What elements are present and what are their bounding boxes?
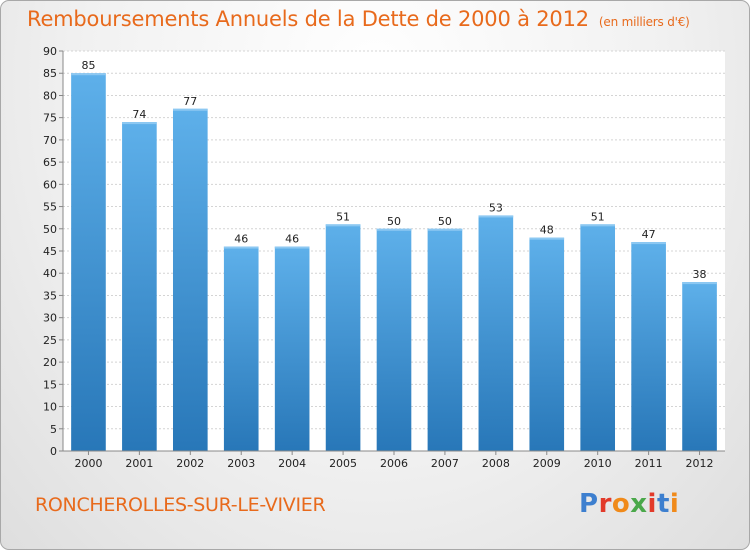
x-tick-label-2011: 2011 <box>635 457 663 470</box>
y-tick-label: 35 <box>43 289 57 302</box>
bar-2012 <box>682 282 717 451</box>
y-tick-label: 40 <box>43 267 57 280</box>
logo-letter: i <box>669 489 680 519</box>
value-label-2011: 47 <box>642 228 656 241</box>
bar-2000 <box>71 73 106 451</box>
y-tick-label: 75 <box>43 112 57 125</box>
bar-2005 <box>325 224 361 451</box>
x-tick-label-2005: 2005 <box>329 457 357 470</box>
y-tick-label: 60 <box>43 178 57 191</box>
value-labels: 85 74 77 46 46 51 50 50 53 48 51 47 38 <box>81 59 706 281</box>
bar-highlight <box>122 122 157 125</box>
value-label-2007: 50 <box>438 215 452 228</box>
x-tick-label-2001: 2001 <box>125 457 153 470</box>
logo-letter: r <box>598 489 612 519</box>
y-axis-ticks: 0 5 10 15 20 25 30 35 40 45 50 55 60 65 70 75 80 85 90 <box>43 45 63 458</box>
y-tick-label: 90 <box>43 45 57 58</box>
x-tick-label-2003: 2003 <box>227 457 255 470</box>
value-label-2002: 77 <box>183 95 197 108</box>
logo-letter: x <box>630 489 648 519</box>
bar-2011 <box>631 242 666 451</box>
value-label-2009: 48 <box>540 224 554 237</box>
y-tick-label: 55 <box>43 201 57 214</box>
x-tick-label-2008: 2008 <box>482 457 510 470</box>
logo-letter: P <box>579 489 599 519</box>
x-tick-label-2000: 2000 <box>74 457 102 470</box>
value-label-2000: 85 <box>81 59 95 72</box>
value-label-2006: 50 <box>387 215 401 228</box>
bar-highlight <box>71 73 106 76</box>
value-label-2005: 51 <box>336 210 350 223</box>
bar-highlight <box>478 215 514 218</box>
value-label-2003: 46 <box>234 233 248 246</box>
x-tick-label-2002: 2002 <box>176 457 204 470</box>
logo-letter: o <box>611 489 631 519</box>
y-tick-label: 25 <box>43 334 57 347</box>
y-tick-label: 10 <box>43 401 57 414</box>
value-label-2001: 74 <box>132 108 146 121</box>
y-tick-label: 85 <box>43 67 57 80</box>
x-tick-label-2006: 2006 <box>380 457 408 470</box>
bar-highlight <box>376 228 412 231</box>
chart-title-text: Remboursements Annuels de la Dette de 20… <box>27 7 589 31</box>
value-label-2004: 46 <box>285 233 299 246</box>
bar-highlight <box>172 108 208 111</box>
x-tick-label-2012: 2012 <box>686 457 714 470</box>
value-label-2010: 51 <box>591 210 605 223</box>
bar-highlight <box>325 224 361 227</box>
bar-highlight <box>274 246 310 249</box>
logo-letter: t <box>656 489 670 519</box>
bar-2009 <box>529 237 565 451</box>
bar-2001 <box>122 122 157 451</box>
bars <box>71 73 717 452</box>
chart-title: Remboursements Annuels de la Dette de 20… <box>27 7 690 31</box>
bar-highlight <box>580 224 616 227</box>
value-label-2008: 53 <box>489 201 503 214</box>
x-axis-ticks: 2000 2001 2002 2003 2004 2005 2006 2007 2008 2009… <box>74 451 714 470</box>
bar-2008 <box>478 215 514 451</box>
bar-2003 <box>223 246 259 451</box>
logo-letter: i <box>647 489 657 519</box>
bar-highlight <box>682 282 717 285</box>
x-tick-label-2004: 2004 <box>278 457 306 470</box>
bar-highlight <box>427 228 463 231</box>
chart-unit: (en milliers d'€) <box>598 15 690 29</box>
x-tick-label-2007: 2007 <box>431 457 459 470</box>
x-tick-label-2009: 2009 <box>533 457 561 470</box>
y-tick-label: 45 <box>43 245 57 258</box>
bar-2006 <box>376 228 412 451</box>
y-tick-label: 30 <box>43 312 57 325</box>
x-tick-label-2010: 2010 <box>584 457 612 470</box>
bar-2004 <box>274 246 310 451</box>
y-tick-label: 20 <box>43 356 57 369</box>
y-tick-label: 80 <box>43 89 57 102</box>
proxiti-logo: Proxiti <box>579 489 679 519</box>
place-name: RONCHEROLLES-SUR-LE-VIVIER <box>35 494 326 516</box>
y-tick-label: 50 <box>43 223 57 236</box>
bar-highlight <box>223 246 259 249</box>
bar-2007 <box>427 228 463 451</box>
y-tick-label: 0 <box>50 445 57 458</box>
bar-highlight <box>529 237 565 240</box>
bar-2002 <box>172 108 208 452</box>
bar-highlight <box>631 242 666 245</box>
value-label-2012: 38 <box>693 268 707 281</box>
y-tick-label: 5 <box>50 423 57 436</box>
y-tick-label: 15 <box>43 378 57 391</box>
y-tick-label: 65 <box>43 156 57 169</box>
y-tick-label: 70 <box>43 134 57 147</box>
bar-2010 <box>580 224 616 451</box>
